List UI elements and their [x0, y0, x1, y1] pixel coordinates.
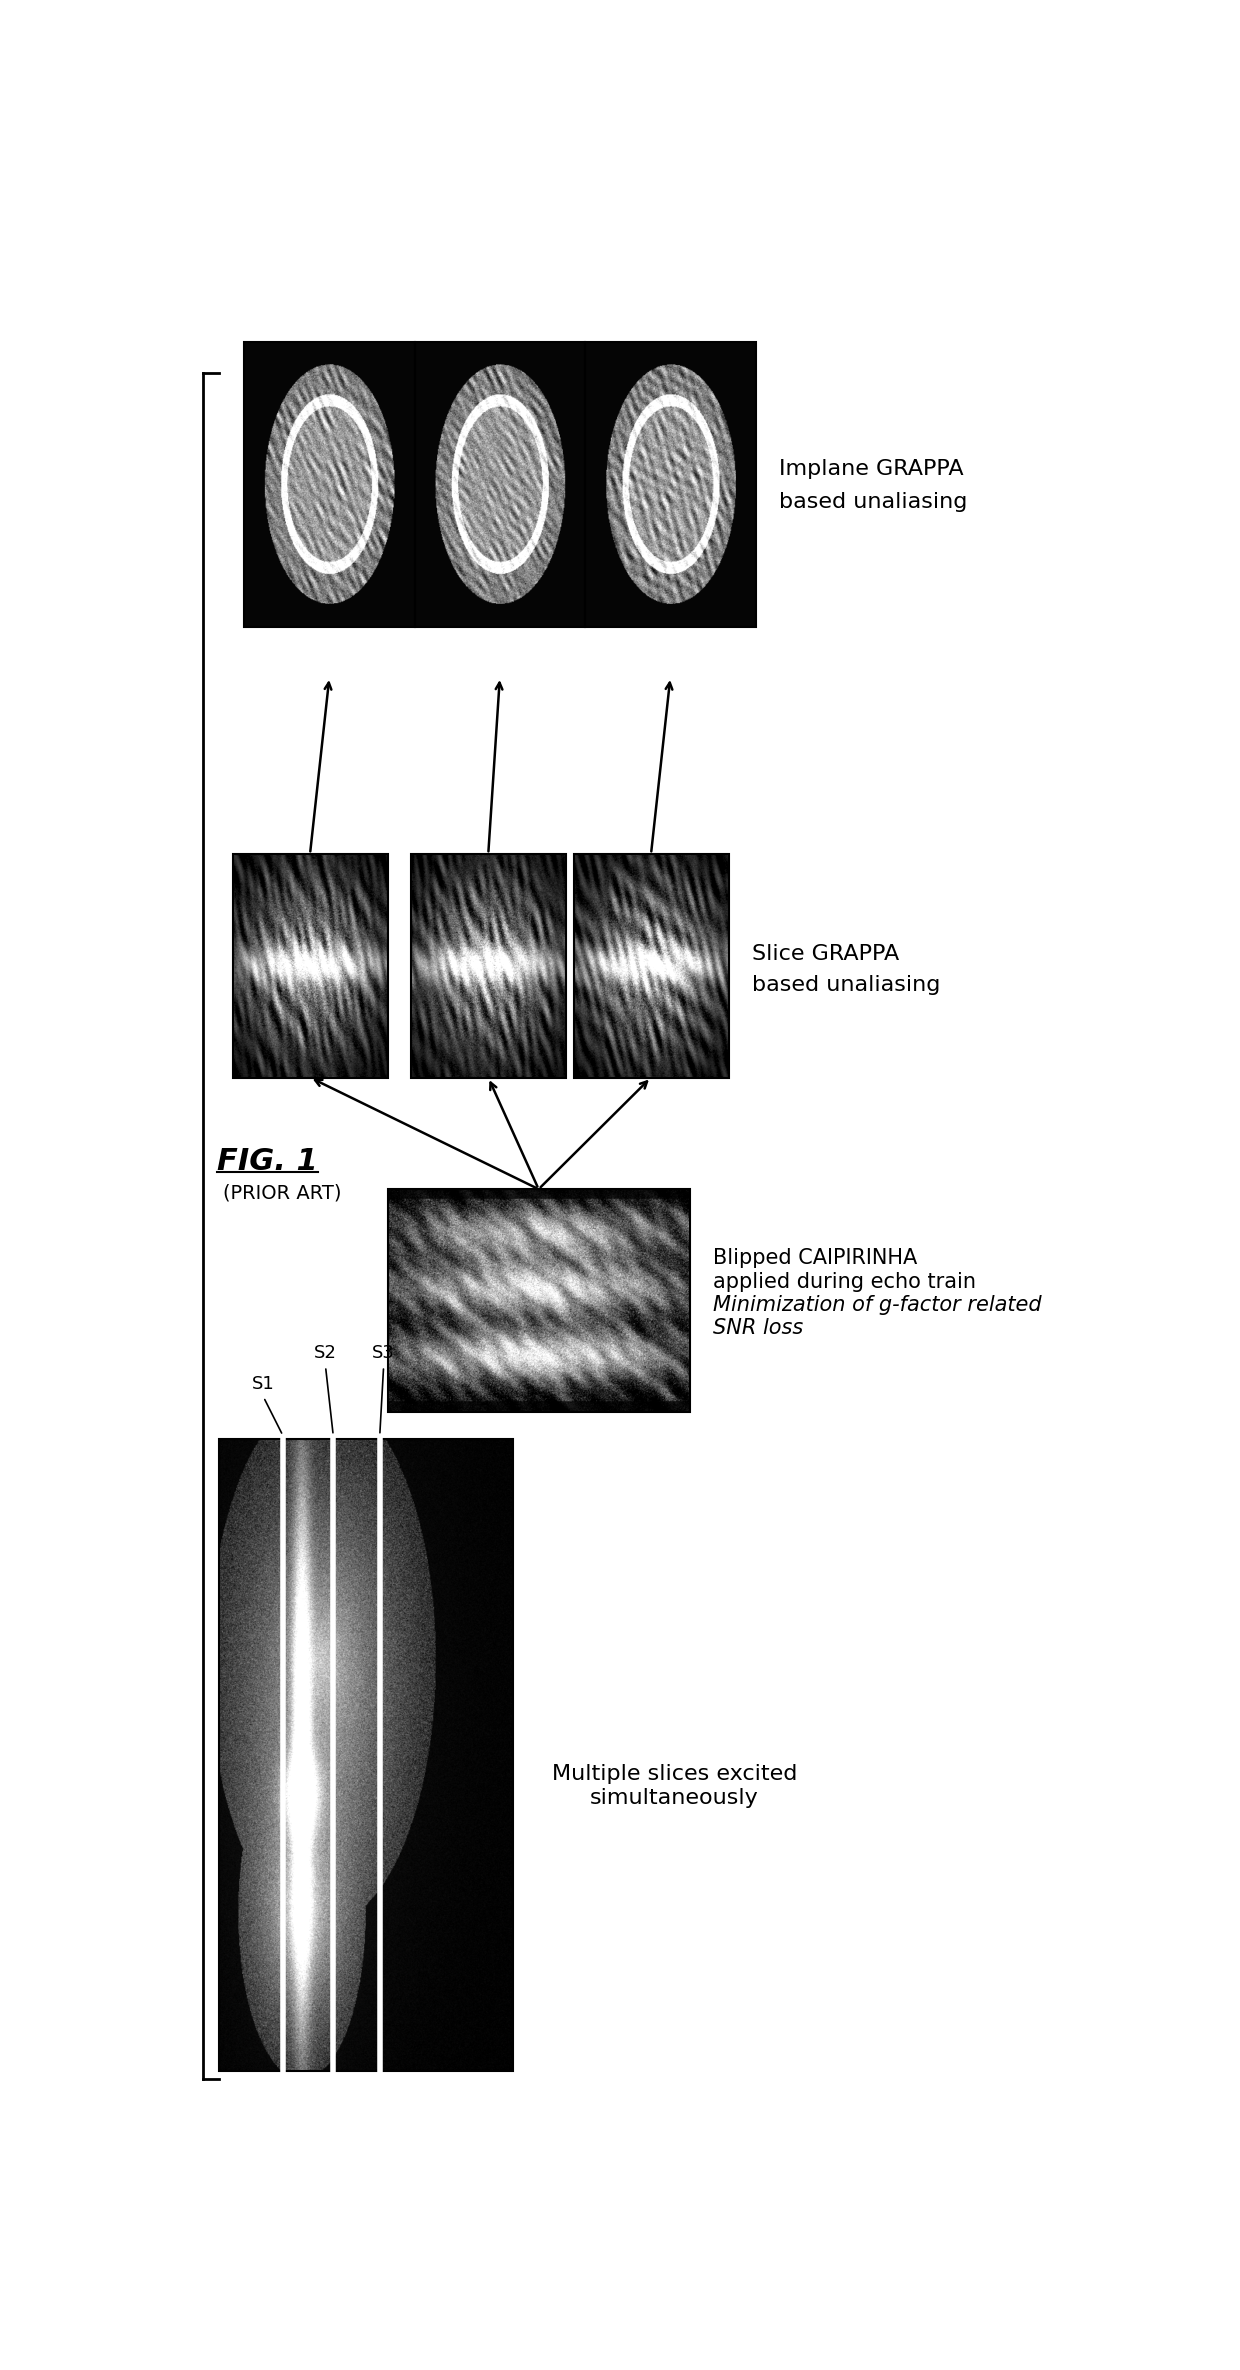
Bar	[233, 853, 387, 1078]
Text: based unaliasing: based unaliasing	[751, 974, 940, 995]
Text: Minimization of g-factor related: Minimization of g-factor related	[713, 1294, 1042, 1315]
Text: S3: S3	[372, 1344, 396, 1363]
Text: Multiple slices excited
simultaneously: Multiple slices excited simultaneously	[552, 1763, 797, 1808]
Bar	[573, 853, 729, 1078]
Text: Implane GRAPPA: Implane GRAPPA	[779, 460, 963, 479]
Text: applied during echo train: applied during echo train	[713, 1273, 976, 1292]
Bar	[410, 853, 565, 1078]
Text: S2: S2	[314, 1344, 337, 1363]
Bar	[218, 1439, 513, 2071]
Text: SNR loss: SNR loss	[713, 1318, 804, 1337]
Text: (PRIOR ART): (PRIOR ART)	[223, 1183, 342, 1202]
Text: Blipped CAIPIRINHA: Blipped CAIPIRINHA	[713, 1249, 918, 1268]
Text: S1: S1	[252, 1375, 275, 1394]
Text: based unaliasing: based unaliasing	[779, 491, 967, 512]
Text: Slice GRAPPA: Slice GRAPPA	[751, 943, 899, 965]
Text: FIG. 1: FIG. 1	[217, 1147, 317, 1176]
Bar	[387, 1190, 689, 1413]
Bar	[244, 341, 755, 628]
